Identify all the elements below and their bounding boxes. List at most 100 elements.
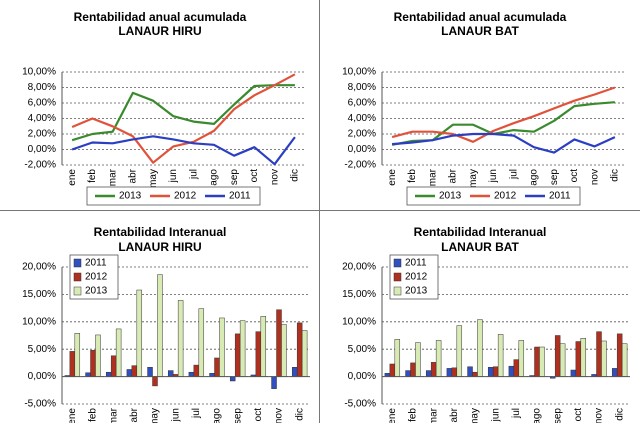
legend-label: 2012 — [174, 191, 197, 202]
legend-label: 2011 — [85, 258, 107, 269]
bar — [596, 331, 602, 377]
x-tick-label: nov — [269, 169, 280, 185]
legend-label: 2013 — [85, 286, 108, 297]
bar — [276, 309, 282, 377]
bar — [616, 333, 623, 377]
bar — [559, 343, 566, 377]
bar — [601, 340, 607, 377]
line-series — [392, 132, 616, 154]
bar — [260, 316, 267, 377]
y-tick-label: 15,00% — [22, 289, 56, 300]
x-tick-label: may — [468, 169, 479, 188]
x-tick-label: jul — [188, 169, 199, 180]
bar — [198, 308, 205, 377]
bar — [539, 346, 545, 377]
y-tick-label: 4,00% — [28, 113, 56, 124]
bar — [90, 350, 96, 377]
x-tick-label: jul — [511, 408, 522, 419]
x-tick-label: dic — [294, 408, 305, 421]
bar — [95, 334, 101, 377]
x-tick-label: nov — [274, 408, 285, 423]
y-tick-label: -2,00% — [344, 160, 376, 171]
y-tick-label: 10,00% — [22, 316, 56, 327]
x-tick-label: ago — [532, 408, 543, 423]
bar — [477, 319, 483, 377]
x-tick-label: ene — [387, 408, 398, 423]
legend-label: 2013 — [405, 286, 428, 297]
bar — [425, 370, 432, 377]
line-series — [391, 86, 616, 143]
y-tick-label: 10,00% — [342, 67, 376, 78]
y-tick-label: 2,00% — [28, 129, 56, 140]
chart-subtitle: LANAUR HIRU — [118, 24, 201, 38]
bar — [513, 359, 520, 377]
bar — [554, 335, 561, 377]
bar — [131, 365, 138, 377]
x-tick-label: ago — [209, 169, 220, 186]
line-series — [71, 73, 296, 164]
bar — [291, 367, 298, 377]
bar — [167, 370, 174, 377]
legend-label: 2013 — [119, 191, 142, 202]
x-tick-label: may — [150, 408, 161, 423]
bar — [435, 340, 442, 377]
x-tick-label: oct — [569, 169, 580, 183]
bar — [152, 376, 158, 387]
y-tick-label: 5,00% — [28, 344, 56, 355]
x-tick-label: abr — [128, 168, 139, 183]
bar — [611, 368, 618, 377]
y-tick-label: 8,00% — [28, 82, 56, 93]
chart-title: Rentabilidad Interanual — [94, 225, 227, 239]
legend-swatch — [73, 272, 82, 282]
bar — [534, 346, 540, 377]
bar — [518, 340, 525, 377]
chart-subtitle: LANAUR BAT — [441, 240, 519, 254]
bar — [467, 366, 473, 377]
y-tick-label: 10,00% — [22, 67, 56, 78]
legend-label: 2012 — [494, 191, 517, 202]
bar — [430, 362, 437, 377]
x-tick-label: feb — [87, 169, 98, 183]
bar — [136, 289, 143, 377]
bar — [193, 364, 200, 377]
chart-subtitle: LANAUR HIRU — [118, 240, 201, 254]
bar — [69, 351, 76, 377]
legend-swatch — [393, 258, 402, 268]
bar — [575, 341, 582, 377]
line-series — [391, 101, 615, 146]
bar — [456, 325, 463, 377]
x-tick-label: feb — [407, 169, 418, 183]
x-tick-label: ene — [67, 408, 78, 423]
x-tick-label: nov — [589, 169, 600, 185]
bar — [410, 362, 416, 377]
bar — [394, 339, 401, 377]
x-tick-label: jun — [490, 408, 501, 422]
chart-subtitle: LANAUR BAT — [441, 24, 519, 38]
x-tick-label: ago — [529, 169, 540, 186]
divider — [319, 0, 320, 423]
y-tick-label: -5,00% — [344, 399, 376, 410]
bar — [472, 371, 478, 377]
divider — [0, 210, 640, 211]
bar — [497, 334, 504, 377]
legend-label: 2011 — [229, 191, 251, 202]
bar — [234, 333, 241, 377]
x-tick-label: dic — [290, 169, 301, 182]
y-tick-label: 0,00% — [28, 144, 56, 155]
chart-title: Rentabilidad anual acumulada — [74, 10, 247, 24]
bar — [105, 371, 112, 377]
x-tick-label: jul — [191, 408, 202, 419]
legend-box — [86, 186, 261, 206]
x-tick-label: ene — [387, 169, 398, 186]
line-series — [71, 135, 296, 166]
x-tick-label: abr — [448, 168, 459, 183]
y-tick-label: 15,00% — [342, 289, 376, 300]
x-tick-label: sep — [552, 408, 563, 423]
x-tick-label: abr — [129, 407, 140, 422]
bar — [239, 320, 246, 377]
legend-swatch — [393, 286, 402, 296]
x-tick-label: oct — [253, 408, 264, 422]
x-tick-label: jul — [508, 169, 519, 180]
x-tick-label: ago — [212, 408, 223, 423]
